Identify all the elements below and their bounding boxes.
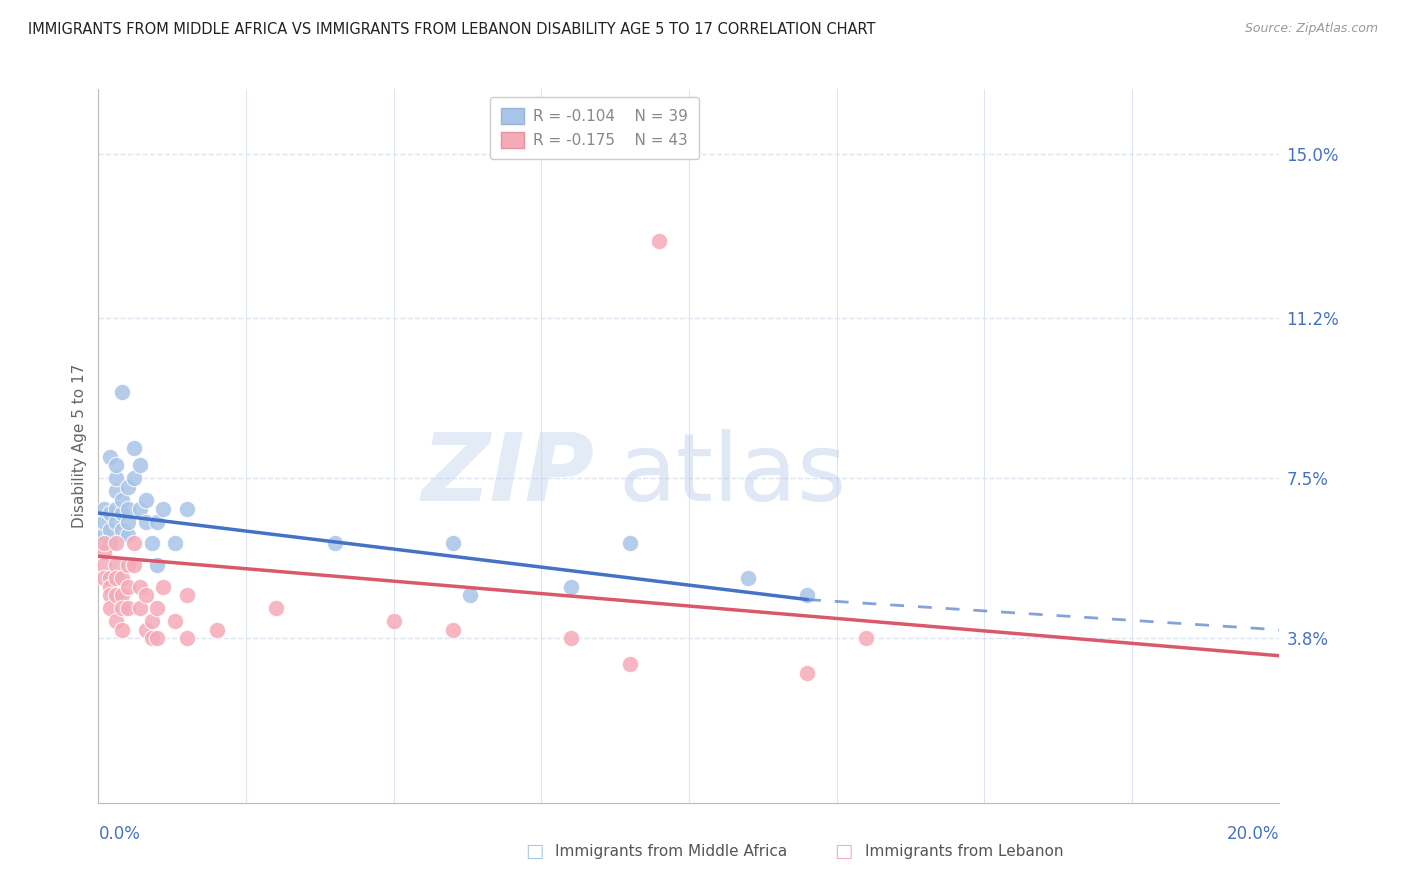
Point bbox=[165, 614, 187, 628]
Point bbox=[855, 632, 877, 646]
Point bbox=[111, 601, 134, 615]
Text: IMMIGRANTS FROM MIDDLE AFRICA VS IMMIGRANTS FROM LEBANON DISABILITY AGE 5 TO 17 : IMMIGRANTS FROM MIDDLE AFRICA VS IMMIGRA… bbox=[28, 22, 876, 37]
Point bbox=[152, 501, 174, 516]
Point bbox=[93, 571, 115, 585]
Point bbox=[117, 558, 139, 572]
Point bbox=[176, 632, 198, 646]
Point bbox=[117, 480, 139, 494]
Point bbox=[105, 484, 128, 499]
Y-axis label: Disability Age 5 to 17: Disability Age 5 to 17 bbox=[72, 364, 87, 528]
Point bbox=[98, 506, 121, 520]
Point bbox=[146, 515, 169, 529]
Point bbox=[111, 588, 134, 602]
Point bbox=[176, 588, 198, 602]
Point bbox=[737, 571, 759, 585]
Point bbox=[93, 527, 115, 541]
Point bbox=[146, 558, 169, 572]
Point bbox=[619, 657, 641, 672]
Point bbox=[98, 524, 121, 538]
Point bbox=[648, 234, 671, 248]
Point bbox=[122, 471, 145, 485]
Point bbox=[105, 571, 128, 585]
Point bbox=[135, 623, 157, 637]
Point bbox=[264, 601, 287, 615]
Point bbox=[98, 588, 121, 602]
Point bbox=[135, 588, 157, 602]
Point bbox=[128, 501, 150, 516]
Point bbox=[98, 536, 121, 550]
Point bbox=[93, 536, 115, 550]
Point bbox=[122, 441, 145, 455]
Point bbox=[441, 623, 464, 637]
Point bbox=[560, 580, 582, 594]
Point bbox=[93, 558, 115, 572]
Point bbox=[441, 536, 464, 550]
Point bbox=[117, 515, 139, 529]
Point bbox=[111, 524, 134, 538]
Point bbox=[105, 614, 128, 628]
Point bbox=[796, 588, 818, 602]
Point bbox=[98, 571, 121, 585]
Point bbox=[111, 384, 134, 399]
Point bbox=[93, 545, 115, 559]
Point bbox=[165, 536, 187, 550]
Text: □: □ bbox=[834, 842, 853, 862]
Point bbox=[105, 536, 128, 550]
Point bbox=[460, 588, 482, 602]
Point bbox=[117, 501, 139, 516]
Point bbox=[98, 450, 121, 464]
Point bbox=[105, 458, 128, 473]
Point bbox=[141, 614, 163, 628]
Point bbox=[117, 580, 139, 594]
Point bbox=[105, 501, 128, 516]
Point bbox=[560, 632, 582, 646]
Point bbox=[111, 571, 134, 585]
Point bbox=[128, 458, 150, 473]
Point bbox=[111, 623, 134, 637]
Point bbox=[135, 493, 157, 508]
Point bbox=[93, 515, 115, 529]
Text: 0.0%: 0.0% bbox=[98, 825, 141, 843]
Point bbox=[111, 506, 134, 520]
Text: atlas: atlas bbox=[619, 428, 846, 521]
Point bbox=[146, 601, 169, 615]
Text: ZIP: ZIP bbox=[422, 428, 595, 521]
Point bbox=[98, 580, 121, 594]
Point bbox=[122, 558, 145, 572]
Point bbox=[323, 536, 346, 550]
Point bbox=[93, 501, 115, 516]
Point bbox=[796, 666, 818, 681]
Point bbox=[205, 623, 228, 637]
Point bbox=[128, 580, 150, 594]
Point bbox=[619, 536, 641, 550]
Point bbox=[152, 580, 174, 594]
Point bbox=[122, 536, 145, 550]
Point bbox=[176, 501, 198, 516]
Point bbox=[111, 493, 134, 508]
Point bbox=[105, 471, 128, 485]
Text: Immigrants from Middle Africa: Immigrants from Middle Africa bbox=[555, 845, 787, 859]
Text: Immigrants from Lebanon: Immigrants from Lebanon bbox=[865, 845, 1063, 859]
Point bbox=[141, 632, 163, 646]
Legend: R = -0.104    N = 39, R = -0.175    N = 43: R = -0.104 N = 39, R = -0.175 N = 43 bbox=[491, 97, 699, 159]
Text: □: □ bbox=[524, 842, 544, 862]
Point bbox=[146, 632, 169, 646]
Point bbox=[382, 614, 405, 628]
Text: 20.0%: 20.0% bbox=[1227, 825, 1279, 843]
Point bbox=[117, 527, 139, 541]
Text: Source: ZipAtlas.com: Source: ZipAtlas.com bbox=[1244, 22, 1378, 36]
Point bbox=[135, 515, 157, 529]
Point bbox=[98, 601, 121, 615]
Point bbox=[105, 588, 128, 602]
Point bbox=[105, 558, 128, 572]
Point bbox=[141, 536, 163, 550]
Point bbox=[128, 601, 150, 615]
Point bbox=[105, 515, 128, 529]
Point bbox=[117, 601, 139, 615]
